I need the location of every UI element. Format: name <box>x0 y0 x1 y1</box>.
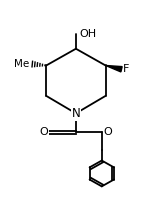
Text: O: O <box>39 127 48 137</box>
Text: N: N <box>72 107 80 120</box>
Text: OH: OH <box>80 29 97 39</box>
Text: F: F <box>123 64 130 74</box>
Text: O: O <box>103 127 112 137</box>
Text: Me: Me <box>14 59 30 69</box>
Polygon shape <box>106 66 122 72</box>
